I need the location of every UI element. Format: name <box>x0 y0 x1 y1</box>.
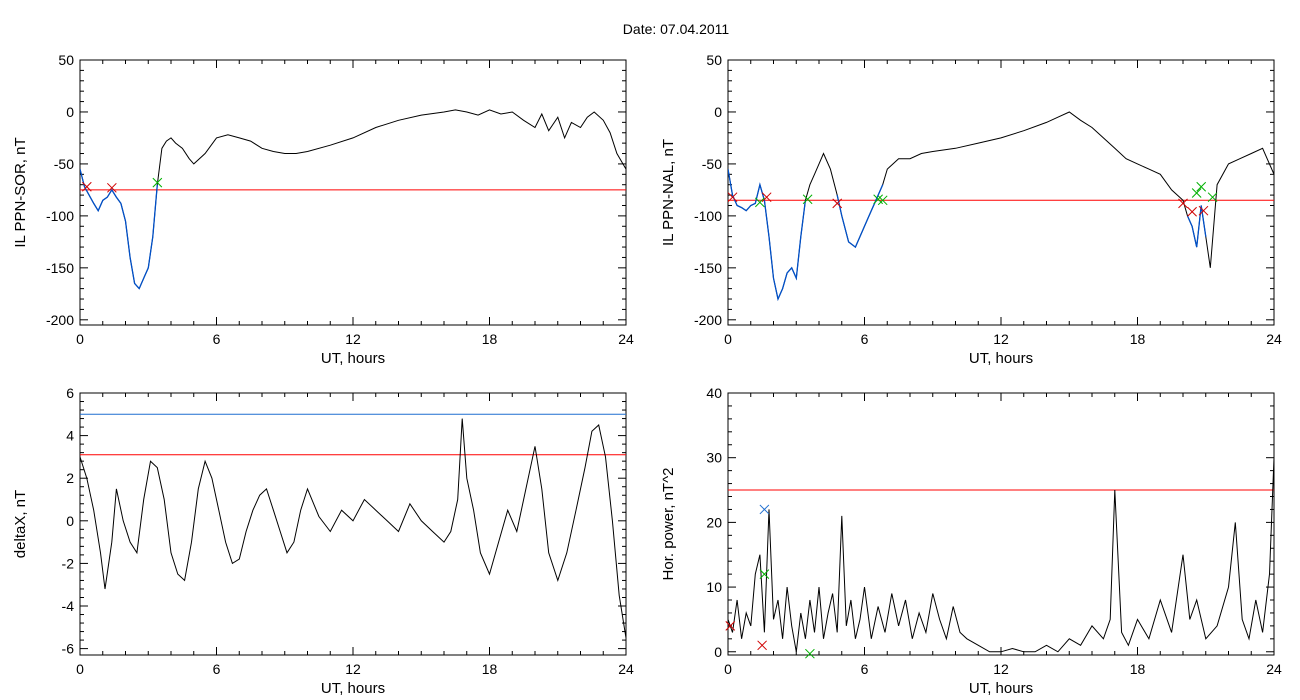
y-tick-label: 30 <box>706 450 722 466</box>
x-tick-label: 6 <box>861 331 869 347</box>
y-tick-label: 4 <box>66 428 74 444</box>
marker-x-red <box>832 198 843 209</box>
y-axis-title: IL PPN-SOR, nT <box>12 137 29 247</box>
x-tick-label: 6 <box>213 661 221 677</box>
y-tick-label: -200 <box>694 312 722 328</box>
y-tick-label: -2 <box>62 555 75 571</box>
x-tick-label: 6 <box>213 331 221 347</box>
y-tick-label: -6 <box>62 641 75 657</box>
y-tick-label: 10 <box>706 579 722 595</box>
marker-x-blue <box>759 504 770 515</box>
y-axis-title: IL PPN-NAL, nT <box>660 139 677 246</box>
y-tick-label: -100 <box>46 208 74 224</box>
y-tick-label: -4 <box>62 598 75 614</box>
highlight-segment <box>80 168 158 290</box>
y-tick-label: 6 <box>66 385 74 401</box>
highlight-segment <box>836 184 884 249</box>
y-tick-label: -150 <box>694 260 722 276</box>
x-tick-label: 0 <box>724 661 732 677</box>
marker-x-red <box>1187 206 1197 217</box>
x-tick-label: 24 <box>618 331 634 347</box>
x-tick-label: 24 <box>1266 331 1282 347</box>
plot-area <box>80 109 626 290</box>
marker-x-green <box>754 197 765 208</box>
x-tick-label: 0 <box>724 331 732 347</box>
y-tick-label: -50 <box>54 156 74 172</box>
date-label: Date: 07.04.2011 <box>623 21 730 37</box>
marker-x-red <box>106 182 117 193</box>
marker-x-green <box>1207 192 1218 203</box>
series-line <box>728 457 1274 653</box>
marker-x-red <box>761 192 772 203</box>
x-tick-label: 12 <box>345 331 361 347</box>
y-tick-label: 0 <box>66 104 74 120</box>
y-tick-label: 0 <box>714 104 722 120</box>
plot-area <box>728 111 1274 302</box>
plot-frame <box>727 59 1275 326</box>
series-line <box>80 418 626 639</box>
x-tick-label: 18 <box>482 331 498 347</box>
x-tick-label: 12 <box>993 331 1009 347</box>
x-tick-label: 12 <box>993 661 1009 677</box>
marker-x-red <box>725 621 736 631</box>
highlight-segment <box>1186 205 1207 248</box>
marker-x-red <box>81 181 92 192</box>
x-tick-label: 6 <box>861 661 869 677</box>
y-tick-label: 50 <box>706 52 722 68</box>
y-tick-label: 50 <box>58 52 74 68</box>
series-line <box>728 111 1274 301</box>
panel-il-ppn-nal: 0 6 12 18 24 -200 -150 -100 -50 0 50 UT, hours IL PP… <box>660 52 1282 367</box>
x-tick-label: 18 <box>482 661 498 677</box>
y-tick-label: -200 <box>46 312 74 328</box>
marker-x-red <box>1178 198 1188 209</box>
plot-area <box>80 413 626 639</box>
y-tick-label: 2 <box>66 470 74 486</box>
x-axis-title: UT, hours <box>969 680 1033 697</box>
highlight-segment <box>728 168 807 302</box>
y-axis-title: Hor. power, nT^2 <box>660 468 677 581</box>
x-tick-label: 0 <box>76 331 84 347</box>
x-tick-label: 24 <box>618 661 634 677</box>
marker-x-green <box>759 569 770 579</box>
marker-x-red <box>1198 205 1209 216</box>
y-tick-label: 20 <box>706 514 722 530</box>
y-axis-title: deltaX, nT <box>12 490 29 558</box>
plot-frame <box>727 392 1275 656</box>
y-tick-label: -50 <box>702 156 722 172</box>
y-tick-label: 0 <box>714 644 722 660</box>
marker-x-green <box>802 194 813 205</box>
marker-x-green <box>877 195 888 206</box>
y-tick-label: 0 <box>66 513 74 529</box>
x-tick-label: 18 <box>1130 331 1146 347</box>
y-tick-label: -100 <box>694 208 722 224</box>
plot-frame <box>79 392 627 656</box>
y-tick-label: 40 <box>706 385 722 401</box>
plot-area <box>728 457 1274 653</box>
x-tick-label: 12 <box>345 661 361 677</box>
marker-x-red <box>757 640 767 651</box>
marker-x-red <box>727 192 738 203</box>
x-tick-label: 18 <box>1130 661 1146 677</box>
x-tick-label: 24 <box>1266 661 1282 677</box>
panel-hor-power: 0 6 12 18 24 0 10 20 30 40 UT, hours Hor. power, nT… <box>660 385 1282 697</box>
marker-x-green <box>1191 188 1202 198</box>
x-axis-title: UT, hours <box>321 350 385 367</box>
marker-x-green <box>805 648 815 659</box>
plot-frame <box>79 59 627 326</box>
x-axis-title: UT, hours <box>321 680 385 697</box>
marker-x-green <box>152 177 163 188</box>
y-tick-label: -150 <box>46 260 74 276</box>
series-line <box>80 109 626 290</box>
marker-x-green <box>1196 181 1207 192</box>
panel-il-ppn-sor: 0 6 12 18 24 -200 -150 -100 -50 0 50 UT, hours IL PP… <box>12 52 634 367</box>
x-axis-title: UT, hours <box>969 350 1033 367</box>
x-tick-label: 0 <box>76 661 84 677</box>
